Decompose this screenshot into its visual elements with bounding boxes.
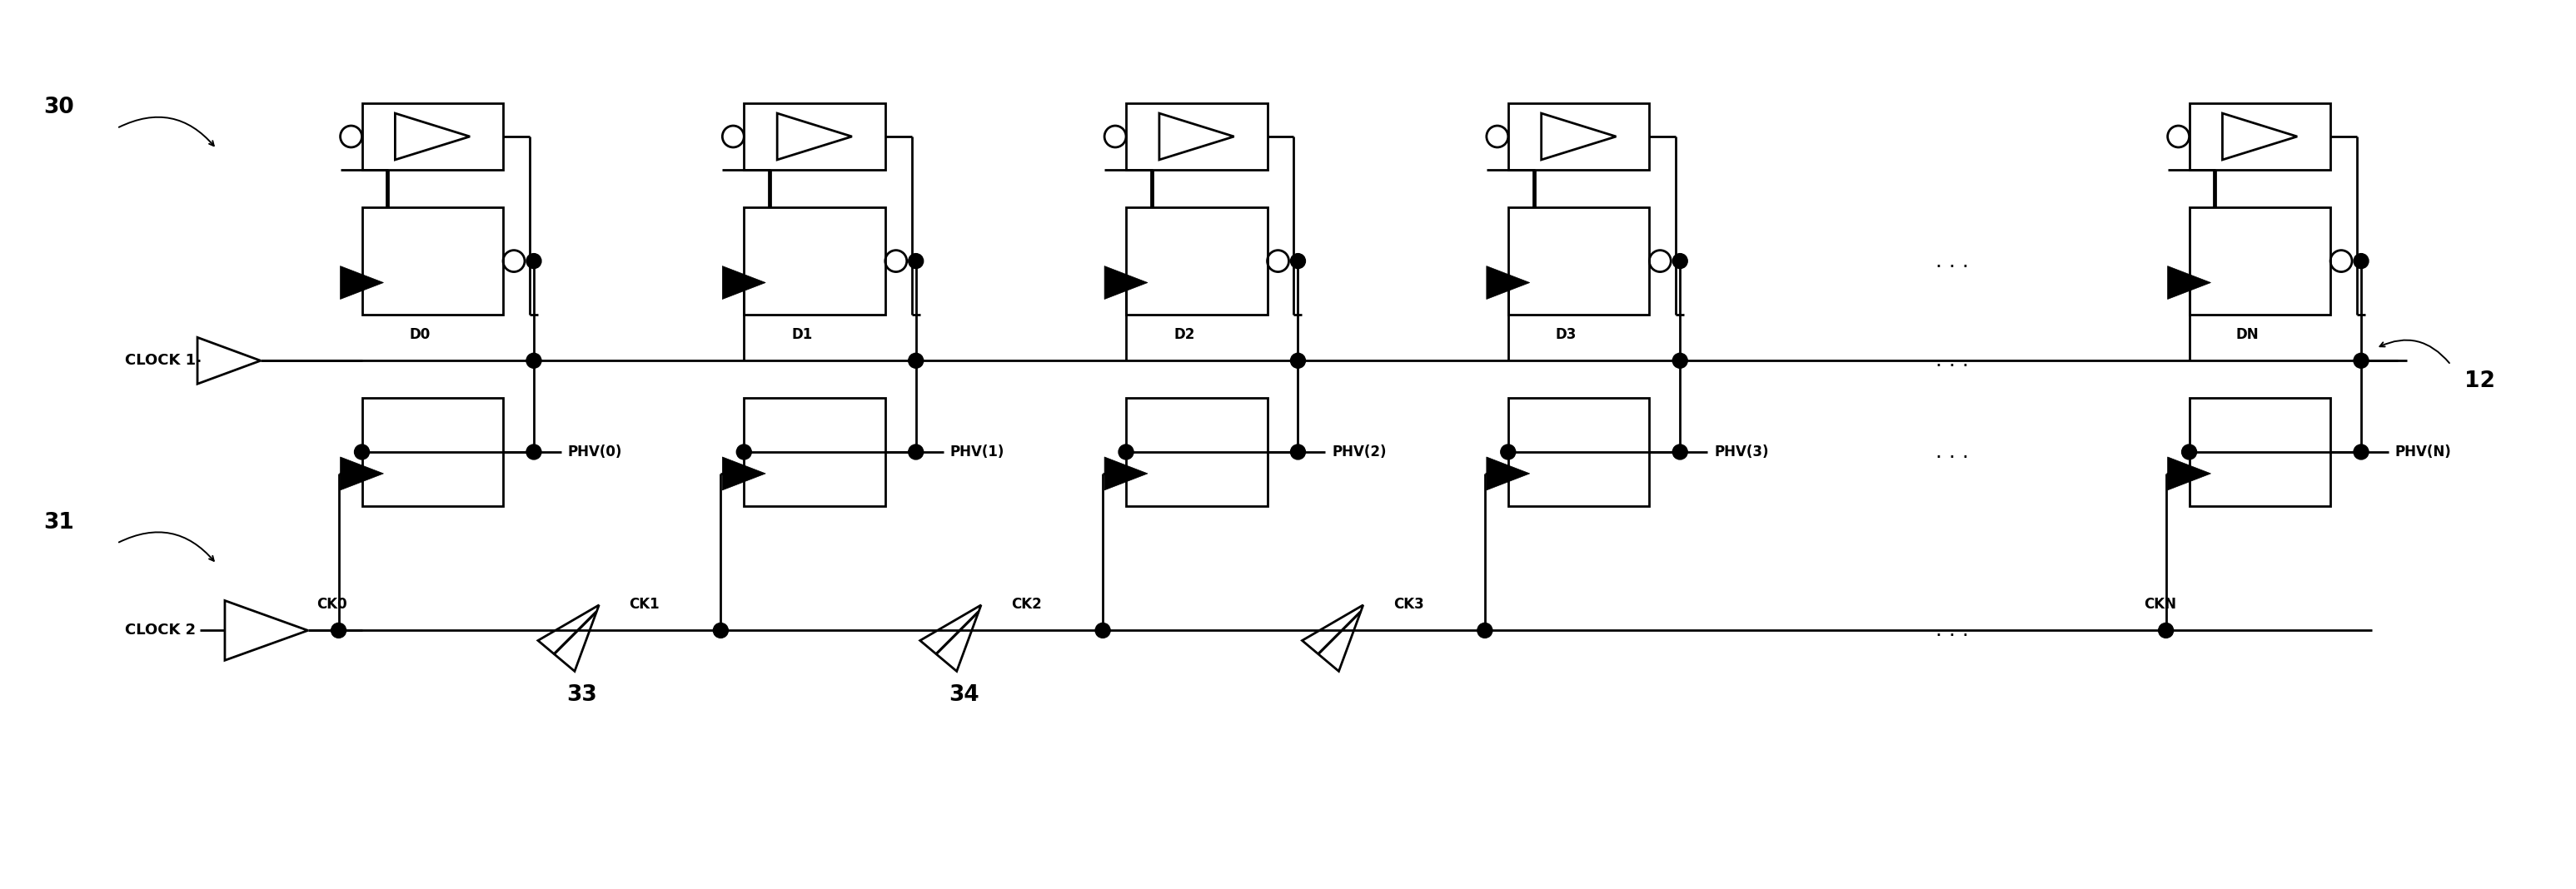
Bar <box>1507 103 1649 170</box>
Circle shape <box>1672 253 1687 268</box>
Circle shape <box>1672 353 1687 368</box>
Circle shape <box>1291 253 1306 268</box>
Bar <box>2190 103 2331 170</box>
Text: PHV(N): PHV(N) <box>2396 444 2452 460</box>
Text: . . .: . . . <box>1935 350 1968 371</box>
Polygon shape <box>1159 113 1234 160</box>
Text: 12: 12 <box>2465 371 2496 392</box>
Circle shape <box>2354 353 2367 368</box>
Bar <box>744 103 886 170</box>
Circle shape <box>1479 623 1492 638</box>
Polygon shape <box>340 266 384 300</box>
Bar <box>1507 207 1649 315</box>
Polygon shape <box>198 338 260 384</box>
Circle shape <box>1095 623 1110 638</box>
Polygon shape <box>1486 266 1530 300</box>
Text: 33: 33 <box>567 685 598 706</box>
Polygon shape <box>721 266 765 300</box>
Polygon shape <box>1301 605 1363 671</box>
Text: 31: 31 <box>44 512 75 533</box>
Polygon shape <box>778 113 853 160</box>
Circle shape <box>909 353 922 368</box>
Text: DN: DN <box>2236 327 2259 342</box>
Text: PHV(1): PHV(1) <box>951 444 1005 460</box>
Text: CK2: CK2 <box>1012 597 1041 613</box>
Text: D0: D0 <box>410 327 430 342</box>
Text: 34: 34 <box>948 685 979 706</box>
Circle shape <box>2354 253 2367 268</box>
Polygon shape <box>1540 113 1615 160</box>
Text: D3: D3 <box>1556 327 1577 342</box>
Circle shape <box>1118 444 1133 460</box>
Circle shape <box>1291 353 1306 368</box>
Text: PHV(3): PHV(3) <box>1713 444 1770 460</box>
Bar <box>361 207 502 315</box>
Polygon shape <box>1486 457 1530 490</box>
Circle shape <box>355 444 368 460</box>
Circle shape <box>909 444 922 460</box>
Circle shape <box>526 253 541 268</box>
Bar <box>1126 398 1267 506</box>
Circle shape <box>2182 444 2197 460</box>
Text: CK3: CK3 <box>1394 597 1425 613</box>
Polygon shape <box>2166 266 2210 300</box>
Text: D1: D1 <box>791 327 811 342</box>
Bar <box>744 207 886 315</box>
Circle shape <box>2354 444 2367 460</box>
Text: D2: D2 <box>1175 327 1195 342</box>
Text: PHV(0): PHV(0) <box>567 444 623 460</box>
Circle shape <box>332 623 345 638</box>
Text: . . .: . . . <box>1935 442 1968 462</box>
Polygon shape <box>224 601 309 661</box>
Text: . . .: . . . <box>1935 251 1968 271</box>
Polygon shape <box>538 605 600 671</box>
Circle shape <box>714 623 729 638</box>
Circle shape <box>909 253 922 268</box>
Text: 30: 30 <box>44 97 75 118</box>
Polygon shape <box>340 457 384 490</box>
Bar <box>744 398 886 506</box>
Circle shape <box>2159 623 2174 638</box>
Circle shape <box>1502 444 1515 460</box>
Circle shape <box>737 444 752 460</box>
Text: CK0: CK0 <box>317 597 348 613</box>
Text: CLOCK 1: CLOCK 1 <box>124 353 196 368</box>
Polygon shape <box>2166 457 2210 490</box>
Text: . . .: . . . <box>1935 621 1968 640</box>
Text: CK1: CK1 <box>629 597 659 613</box>
Bar <box>2190 398 2331 506</box>
Bar <box>1126 103 1267 170</box>
Polygon shape <box>394 113 469 160</box>
Polygon shape <box>721 457 765 490</box>
Bar <box>2190 207 2331 315</box>
Text: CLOCK 2: CLOCK 2 <box>124 623 196 638</box>
Text: PHV(2): PHV(2) <box>1332 444 1386 460</box>
Bar <box>361 398 502 506</box>
Polygon shape <box>1105 266 1149 300</box>
Circle shape <box>526 444 541 460</box>
Bar <box>1126 207 1267 315</box>
Circle shape <box>526 353 541 368</box>
Text: CKN: CKN <box>2143 597 2177 613</box>
Circle shape <box>1291 444 1306 460</box>
Bar <box>1507 398 1649 506</box>
Circle shape <box>1672 444 1687 460</box>
Polygon shape <box>920 605 981 671</box>
Polygon shape <box>1105 457 1149 490</box>
Polygon shape <box>2223 113 2298 160</box>
Bar <box>361 103 502 170</box>
